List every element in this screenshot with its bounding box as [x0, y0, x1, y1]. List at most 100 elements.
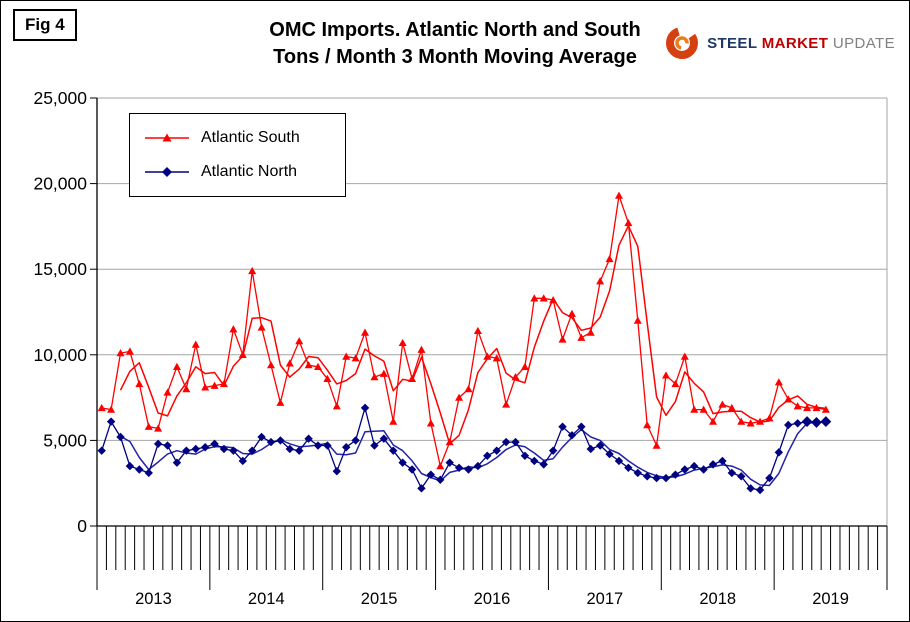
- logo-text-update: UPDATE: [832, 34, 895, 52]
- atlantic-north-data-point: [473, 461, 483, 471]
- atlantic-north-data-point: [511, 437, 520, 447]
- atlantic-north-data-point: [548, 446, 558, 455]
- atlantic-south-data-point: [191, 340, 200, 348]
- atlantic-north-data-point: [332, 467, 342, 476]
- x-axis-year-label: 2015: [361, 590, 398, 608]
- atlantic-north-legend-sample: [145, 166, 189, 177]
- atlantic-north-data-point: [820, 416, 832, 427]
- atlantic-south-data-point: [483, 352, 492, 360]
- atlantic-south-data-point: [125, 347, 134, 355]
- atlantic-south-data-point: [492, 354, 501, 362]
- atlantic-north-data-point: [793, 419, 802, 428]
- atlantic-north-data-point: [671, 470, 680, 479]
- atlantic-north-data-point: [605, 449, 614, 459]
- atlantic-south-data-point: [502, 400, 511, 408]
- atlantic-south-series: [97, 191, 830, 470]
- chart-title: OMC Imports. Atlantic North and South To…: [1, 17, 909, 71]
- atlantic-north-data-point: [417, 484, 426, 493]
- atlantic-south-data-point: [238, 350, 247, 358]
- atlantic-north-data-point: [229, 446, 238, 455]
- legend-item-atlantic-south: Atlantic South: [144, 129, 345, 147]
- atlantic-south-data-point: [116, 349, 125, 357]
- x-axis-labels: 2013 2014 2015 2016 2017 2018 2019: [135, 590, 849, 608]
- atlantic-south-data-point: [596, 277, 605, 285]
- atlantic-north-data-point: [755, 485, 765, 495]
- atlantic-south-data-point: [266, 361, 275, 369]
- atlantic-south-data-point: [774, 378, 783, 386]
- atlantic-north-data-point: [247, 446, 257, 455]
- atlantic-south-data-point: [455, 393, 464, 401]
- atlantic-north-data-point: [699, 465, 708, 474]
- atlantic-north-data-point: [313, 441, 323, 450]
- atlantic-south-data-point: [549, 296, 558, 304]
- atlantic-north-data-point: [595, 441, 605, 450]
- atlantic-south-data-point: [643, 420, 652, 429]
- atlantic-north-data-point: [276, 436, 285, 445]
- atlantic-south-data-point: [586, 328, 595, 336]
- atlantic-north-data-point: [106, 417, 116, 426]
- y-axis-label: 25,000: [33, 88, 87, 108]
- atlantic-south-data-point: [426, 419, 435, 427]
- smu-logo: STEEL MARKET UPDATE: [664, 25, 895, 61]
- atlantic-north-data-point: [530, 456, 539, 466]
- atlantic-south-data-point: [295, 337, 304, 345]
- atlantic-south-data-point: [332, 402, 341, 410]
- atlantic-north-data-point: [586, 444, 595, 454]
- atlantic-north-data-point: [492, 446, 501, 455]
- atlantic-north-data-point: [125, 461, 135, 471]
- atlantic-north-data-point: [765, 473, 774, 483]
- atlantic-north-data-point: [407, 465, 417, 474]
- chart-title-line2: Tons / Month 3 Month Moving Average: [273, 46, 637, 68]
- atlantic-north-data-point: [558, 422, 567, 431]
- legend-label-atlantic-north: Atlantic North: [201, 162, 298, 180]
- y-axis-label: 0: [77, 516, 87, 536]
- atlantic-south-data-point: [276, 398, 285, 406]
- atlantic-south-data-point: [379, 369, 388, 377]
- legend-label-atlantic-south: Atlantic South: [201, 129, 300, 147]
- atlantic-north-data-point: [370, 441, 379, 450]
- atlantic-south-data-point: [605, 254, 614, 263]
- atlantic-north-data-point: [624, 463, 633, 472]
- atlantic-south-legend-sample: [145, 133, 189, 142]
- atlantic-north-data-point: [135, 465, 144, 474]
- atlantic-north-data-point: [153, 439, 163, 449]
- atlantic-north-data-point: [690, 461, 699, 471]
- atlantic-north-data-point: [567, 431, 577, 440]
- atlantic-north-data-point: [680, 465, 689, 474]
- atlantic-south-data-point: [671, 379, 680, 388]
- atlantic-south-data-point: [520, 362, 529, 370]
- x-axis-year-label: 2017: [586, 590, 623, 608]
- atlantic-south-moving-average-line: [119, 225, 826, 445]
- atlantic-south-data-point: [342, 352, 351, 360]
- atlantic-south-data-point: [445, 438, 454, 446]
- atlantic-south-data-point: [680, 352, 689, 360]
- atlantic-south-data-point: [473, 326, 482, 335]
- atlantic-south-data-point: [201, 383, 210, 391]
- y-axis-labels: 0 5,000 10,000 15,000 20,000 25,000: [33, 88, 87, 536]
- atlantic-north-data-point: [116, 432, 125, 442]
- atlantic-south-data-point: [172, 362, 181, 370]
- atlantic-north-data-point: [642, 472, 652, 481]
- atlantic-north-data-point: [426, 470, 436, 479]
- y-axis-label: 15,000: [33, 259, 87, 279]
- atlantic-south-data-point: [304, 361, 313, 369]
- atlantic-north-data-point: [718, 456, 727, 466]
- atlantic-north-data-point: [191, 444, 200, 454]
- atlantic-north-data-point: [144, 468, 153, 478]
- atlantic-south-data-point: [511, 373, 520, 381]
- atlantic-north-series: [97, 403, 832, 495]
- atlantic-north-moving-average-line: [120, 421, 826, 487]
- atlantic-south-data-point: [210, 381, 219, 389]
- atlantic-south-data-point: [163, 388, 172, 396]
- atlantic-north-data-point: [304, 434, 313, 443]
- x-axis-year-label: 2014: [248, 590, 285, 608]
- atlantic-south-data-point: [567, 309, 576, 317]
- atlantic-north-data-point: [652, 473, 661, 483]
- chart-title-line1: OMC Imports. Atlantic North and South: [269, 19, 641, 41]
- atlantic-south-data-point: [285, 359, 294, 367]
- atlantic-south-data-point: [182, 385, 191, 393]
- atlantic-south-data-point: [633, 316, 642, 324]
- atlantic-south-data-point: [370, 373, 379, 381]
- atlantic-north-data-point: [614, 456, 624, 466]
